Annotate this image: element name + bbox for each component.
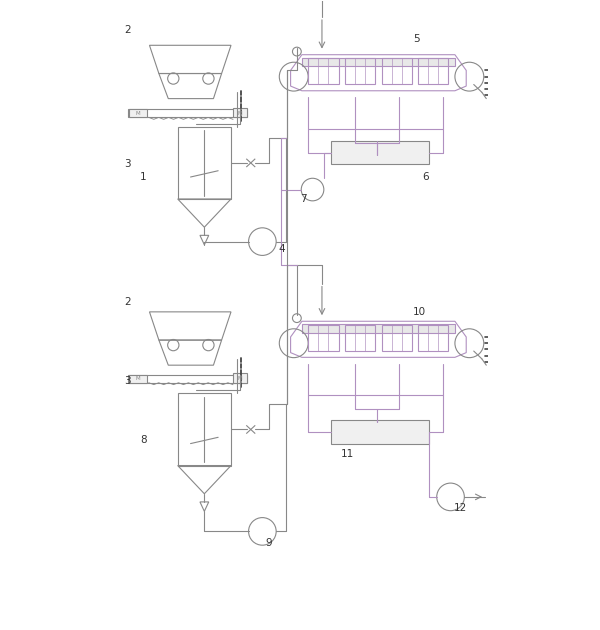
Text: M: M [136,111,140,116]
Text: 5: 5 [413,34,419,44]
Text: 2: 2 [124,297,131,307]
Text: 8: 8 [140,435,146,445]
Bar [178,393,231,466]
Bar [382,58,412,84]
Bar [130,109,147,117]
Bar [331,140,428,164]
Bar [128,375,247,383]
Text: 9: 9 [266,537,272,547]
Text: M: M [238,376,242,381]
Text: 4: 4 [278,244,284,254]
Text: 12: 12 [454,503,467,513]
Bar [130,375,147,383]
Text: 3: 3 [124,159,131,169]
Text: 1: 1 [140,172,146,182]
Text: 6: 6 [422,172,429,182]
Polygon shape [302,324,455,333]
Bar [418,324,448,351]
Bar [233,374,247,383]
Text: 11: 11 [341,449,354,459]
Text: M: M [238,110,242,115]
Bar [345,324,375,351]
Text: 3: 3 [124,376,131,386]
Polygon shape [302,58,455,66]
Bar [178,127,231,199]
Bar [308,324,338,351]
Bar [418,58,448,84]
Text: 10: 10 [413,307,426,317]
Bar [128,109,247,117]
Bar [382,324,412,351]
Bar [308,58,338,84]
Bar [345,58,375,84]
Text: 2: 2 [124,25,131,35]
Text: M: M [136,376,140,381]
Bar [331,420,428,444]
Text: 7: 7 [300,194,307,204]
Bar [233,108,247,117]
